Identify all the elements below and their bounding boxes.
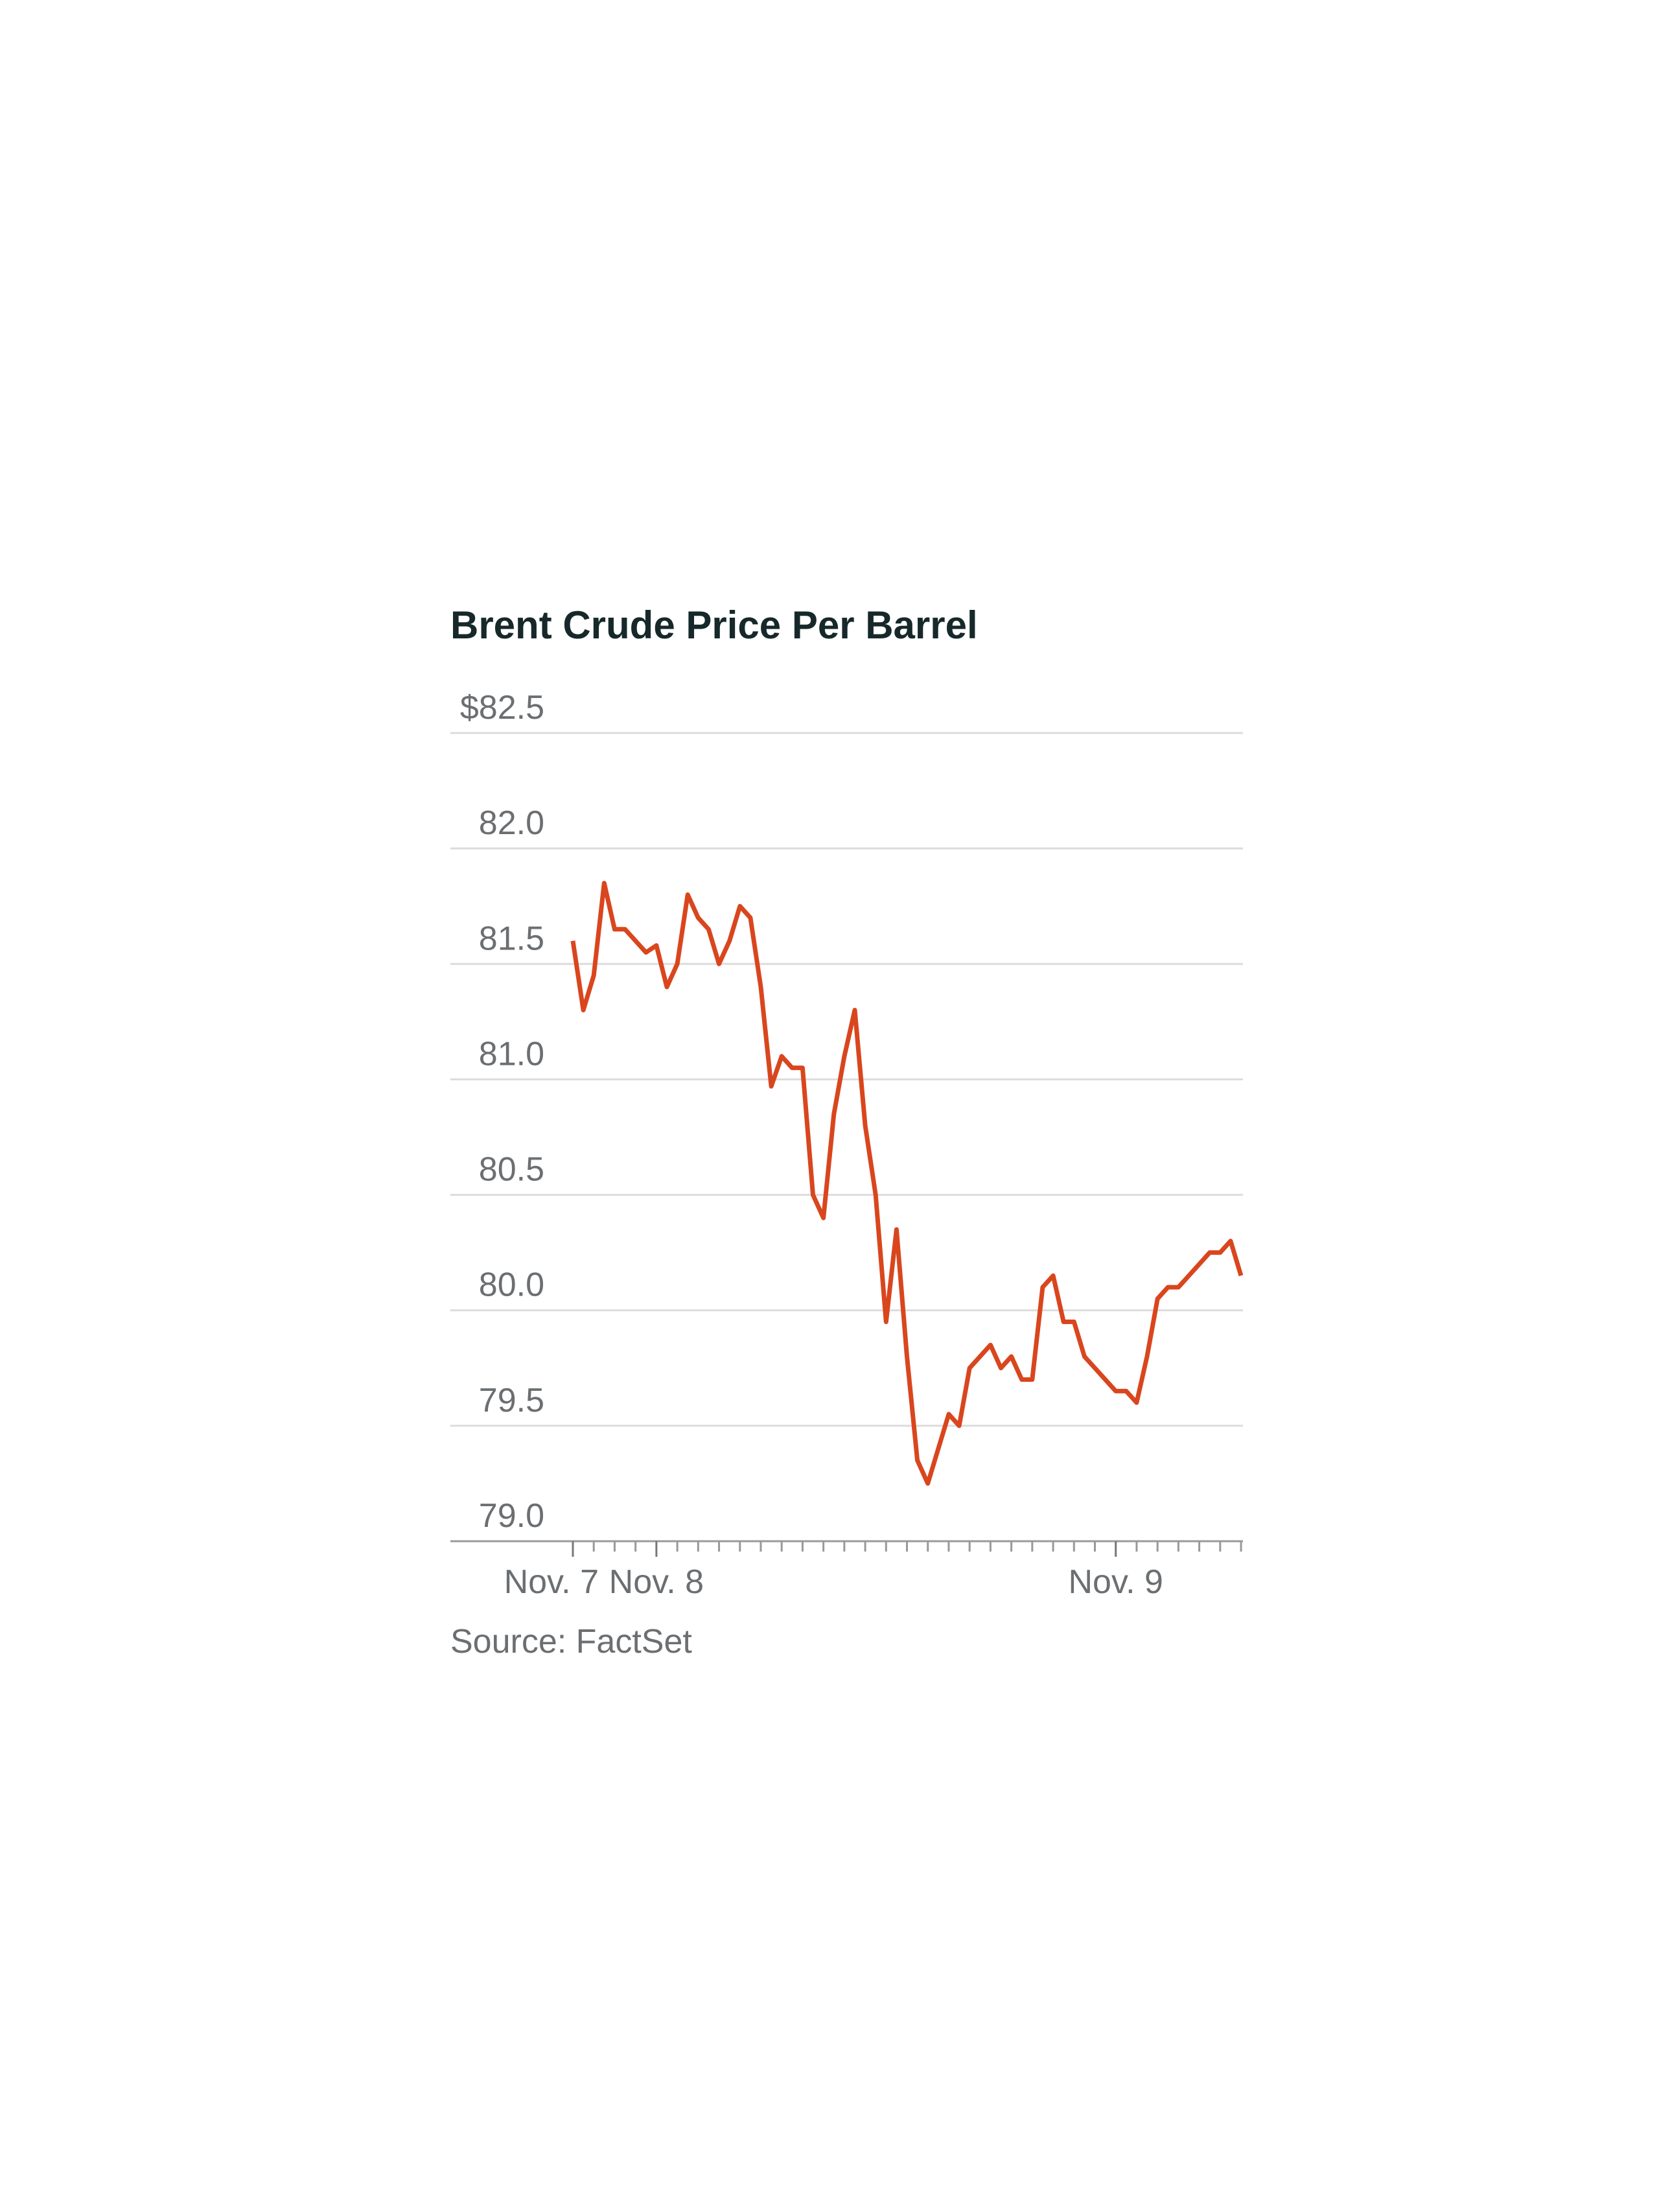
y-tick-label: 80.5 [479, 1151, 544, 1189]
y-tick-label: 80.0 [479, 1266, 544, 1304]
source-note: Source: FactSet [450, 1623, 692, 1660]
y-tick-label: 79.5 [479, 1382, 544, 1419]
x-tick-label: Nov. 7 [504, 1563, 599, 1601]
y-tick-label: 81.0 [479, 1035, 544, 1073]
chart-title: Brent Crude Price Per Barrel [450, 603, 978, 647]
y-tick-label: 81.5 [479, 920, 544, 957]
y-tick-label: $82.5 [460, 689, 544, 727]
x-tick-label: Nov. 9 [1069, 1563, 1163, 1601]
y-tick-label: 82.0 [479, 804, 544, 842]
y-tick-label: 79.0 [479, 1497, 544, 1535]
x-tick-label: Nov. 8 [609, 1563, 704, 1601]
price-line [570, 881, 1244, 1486]
